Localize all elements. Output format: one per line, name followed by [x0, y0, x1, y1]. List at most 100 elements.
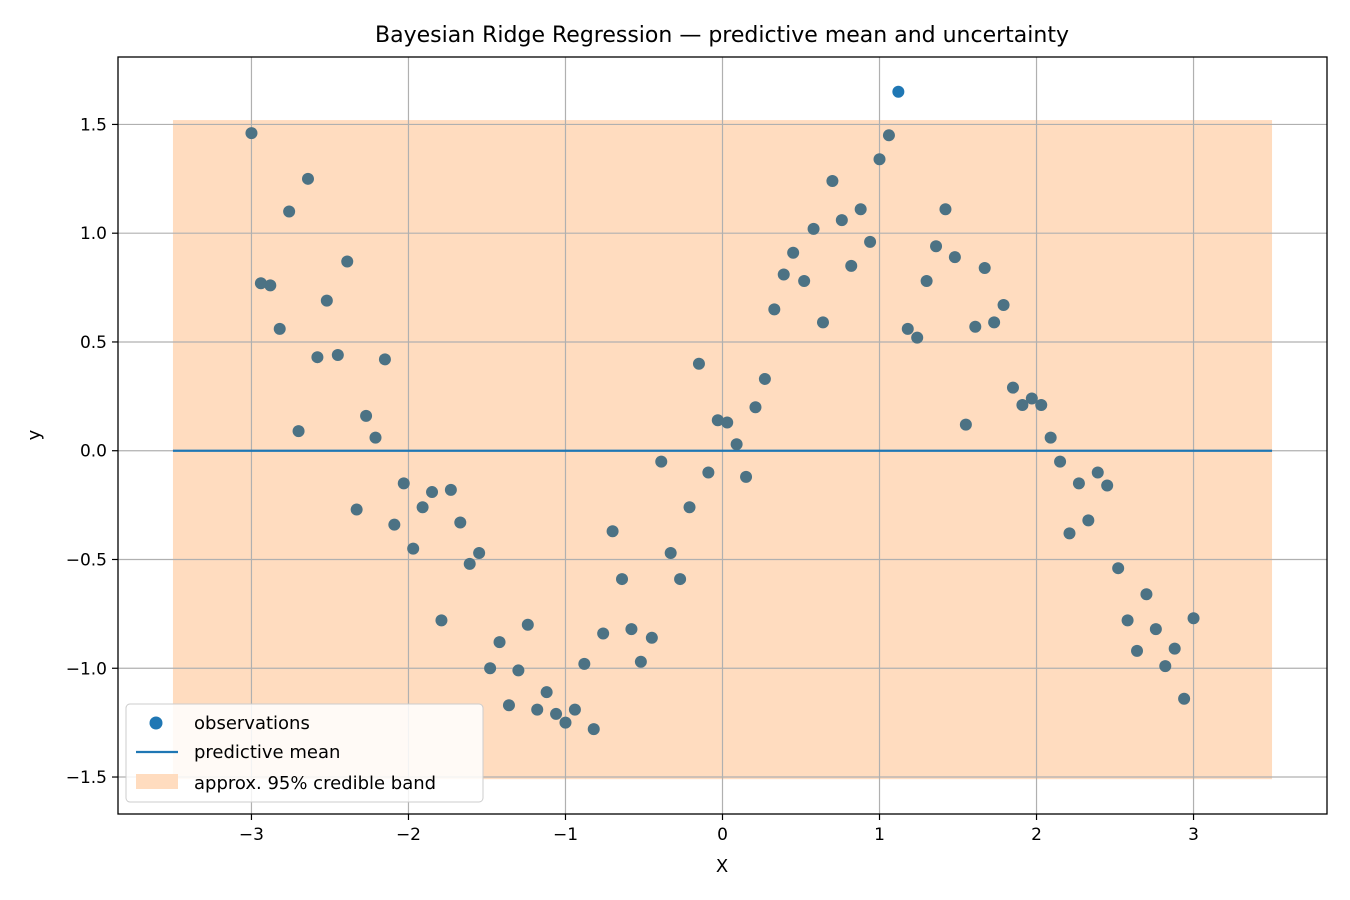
observation-point — [435, 614, 448, 627]
observation-point — [473, 546, 486, 559]
observation-point — [978, 262, 991, 275]
observation-point — [1159, 660, 1172, 673]
observation-point — [1054, 455, 1067, 468]
y-tick-label: 0.0 — [80, 442, 107, 462]
y-axis-label: y — [24, 429, 45, 440]
observation-point — [568, 703, 581, 716]
x-tick-label: 1 — [874, 825, 885, 845]
observation-point — [1140, 588, 1153, 601]
legend-label-predictive-mean: predictive mean — [194, 742, 340, 763]
observation-point — [606, 525, 619, 538]
observation-point — [350, 503, 363, 516]
observation-point — [341, 255, 354, 268]
observation-point — [997, 298, 1010, 311]
observation-point — [1006, 381, 1019, 394]
y-tick-label: −0.5 — [66, 550, 107, 570]
y-tick-label: 1.5 — [80, 115, 107, 135]
observation-point — [1025, 392, 1038, 405]
observation-point — [416, 501, 429, 514]
x-tick-label: −3 — [239, 825, 264, 845]
legend: observations predictive mean approx. 95%… — [125, 703, 484, 803]
observation-point — [655, 455, 668, 468]
observation-point — [578, 657, 591, 670]
observation-point — [1121, 614, 1134, 627]
y-tick-label: −1.5 — [66, 768, 107, 788]
observation-point — [463, 557, 476, 570]
observation-point — [749, 401, 762, 414]
observation-point — [826, 174, 839, 187]
observation-point — [683, 501, 696, 514]
observation-point — [597, 627, 610, 640]
observation-point — [873, 153, 886, 166]
x-tick-label: −2 — [396, 825, 421, 845]
legend-box — [125, 703, 484, 803]
observation-point — [711, 414, 724, 427]
x-tick-label: −1 — [553, 825, 578, 845]
observation-point — [645, 631, 658, 644]
grid-layer — [118, 57, 1327, 814]
observation-point — [616, 573, 629, 586]
observation-point — [1016, 399, 1029, 412]
observation-point — [758, 372, 771, 385]
observation-point — [816, 316, 829, 329]
y-tick-label: 1.0 — [80, 224, 107, 244]
observation-point — [245, 127, 258, 140]
observation-point — [550, 707, 563, 720]
observation-point — [1063, 527, 1076, 540]
observation-point — [702, 466, 715, 479]
observation-point — [1044, 431, 1057, 444]
observation-point — [397, 477, 410, 490]
observation-point — [301, 172, 314, 185]
observation-point — [787, 246, 800, 259]
observation-point — [845, 259, 858, 272]
observation-point — [740, 470, 753, 483]
observation-point — [320, 294, 333, 307]
legend-marker-observations — [149, 716, 163, 730]
observation-point — [1187, 612, 1200, 625]
observation-point — [1149, 623, 1162, 636]
observation-point — [1091, 466, 1104, 479]
observation-point — [493, 636, 506, 649]
observation-point — [625, 623, 638, 636]
observation-point — [1101, 479, 1114, 492]
observation-point — [521, 618, 534, 631]
observation-point — [426, 486, 439, 499]
observation-point — [721, 416, 734, 429]
observation-point — [777, 268, 790, 281]
point-layer — [245, 85, 1200, 736]
legend-label-observations: observations — [194, 713, 310, 734]
legend-marker-credible-band — [136, 774, 178, 789]
observation-point — [798, 275, 811, 288]
observation-point — [835, 214, 848, 227]
observation-point — [901, 322, 914, 335]
observation-point — [502, 699, 515, 712]
observation-point — [1082, 514, 1095, 527]
observation-point — [587, 723, 600, 736]
observation-point — [674, 573, 687, 586]
observation-point — [988, 316, 1001, 329]
observation-point — [378, 353, 391, 366]
observation-point — [1131, 644, 1144, 657]
observation-point — [930, 240, 943, 253]
observation-point — [388, 518, 401, 531]
observation-point — [531, 703, 544, 716]
chart-title: Bayesian Ridge Regression — predictive m… — [375, 23, 1069, 48]
observation-point — [1178, 692, 1191, 705]
observation-point — [920, 275, 933, 288]
observation-point — [634, 655, 647, 668]
observation-point — [959, 418, 972, 431]
observation-point — [892, 85, 905, 98]
observation-point — [807, 222, 820, 235]
observation-point — [292, 425, 305, 438]
observation-point — [854, 203, 867, 216]
observation-point — [1112, 562, 1125, 575]
plot-area — [117, 56, 1328, 815]
observation-point — [264, 279, 277, 292]
observation-point — [360, 409, 373, 422]
observation-point — [454, 516, 467, 529]
observation-point — [664, 546, 677, 559]
observation-point — [512, 664, 525, 677]
x-tick-label: 3 — [1188, 825, 1199, 845]
x-axis-label: X — [716, 856, 728, 877]
